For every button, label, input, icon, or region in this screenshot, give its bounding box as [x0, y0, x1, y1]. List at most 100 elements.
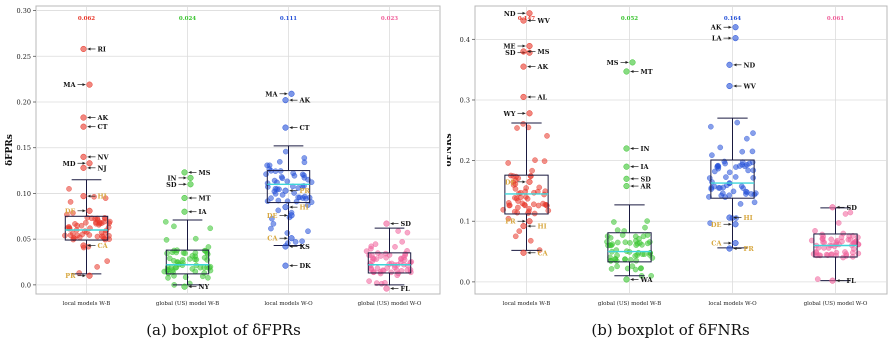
annotation-arrowhead	[87, 125, 91, 129]
data-point	[743, 188, 749, 195]
state-label: DE	[505, 178, 516, 186]
data-point	[206, 264, 213, 271]
annotation-arrowhead	[188, 210, 192, 214]
data-point	[544, 133, 550, 139]
annotation-arrowhead	[284, 236, 288, 240]
outlier-point	[726, 245, 733, 252]
data-point	[76, 234, 83, 241]
state-label: DK	[300, 262, 312, 270]
annotation-arrowhead	[390, 287, 394, 291]
annotation-arrowhead	[630, 165, 634, 169]
outlier-point	[526, 218, 533, 225]
annotation-arrowhead	[522, 180, 526, 184]
state-label: CA	[711, 240, 722, 248]
data-point	[750, 167, 757, 174]
y-tick-label: 0.0	[460, 278, 470, 286]
annotation-arrowhead	[284, 92, 288, 96]
data-point	[370, 269, 377, 276]
data-point	[614, 263, 620, 270]
iqr-box	[266, 170, 311, 204]
data-point	[529, 167, 535, 174]
data-point	[275, 197, 282, 204]
top-value-label: 0.023	[381, 16, 398, 22]
data-point	[745, 167, 751, 174]
outlier-point	[732, 24, 739, 31]
data-point	[828, 251, 835, 258]
data-point	[812, 228, 818, 234]
data-point	[736, 163, 743, 169]
iqr-box	[710, 159, 755, 199]
data-point	[840, 254, 846, 261]
data-point	[835, 220, 842, 226]
state-label: CA	[267, 235, 278, 243]
data-point	[386, 261, 393, 267]
state-label: DE	[65, 207, 76, 215]
data-point	[192, 256, 198, 263]
data-point	[648, 273, 654, 279]
annotation-arrowhead	[188, 196, 192, 200]
data-point	[70, 210, 76, 216]
data-point	[66, 186, 72, 192]
outlier-point	[732, 240, 739, 247]
state-label: WV	[743, 83, 757, 91]
state-label: MT	[641, 68, 653, 76]
state-label: SD	[641, 175, 652, 183]
data-point	[717, 144, 724, 151]
annotation-arrowhead	[82, 161, 86, 165]
data-point	[192, 268, 199, 275]
data-point	[284, 198, 291, 205]
state-label: MS	[199, 169, 211, 177]
data-point	[382, 250, 389, 257]
annotation-arrowhead	[630, 69, 634, 73]
state-label: PR	[300, 187, 311, 195]
state-label: NY	[199, 283, 210, 291]
data-point	[608, 266, 615, 272]
data-point	[201, 254, 208, 261]
data-point	[107, 218, 113, 225]
state-label: PR	[505, 218, 516, 226]
data-point	[744, 162, 750, 168]
annotation-arrowhead	[630, 146, 634, 150]
annotation-arrowhead	[733, 63, 737, 67]
data-point	[67, 199, 74, 205]
data-point	[399, 239, 405, 245]
annotation-arrowhead	[728, 241, 732, 245]
data-point	[611, 219, 617, 225]
outlier-point	[732, 221, 739, 228]
data-point	[523, 185, 529, 191]
annotation-arrowhead	[289, 205, 293, 209]
data-point	[505, 215, 512, 222]
data-point	[525, 124, 532, 131]
y-tick-label: 0.10	[17, 190, 31, 198]
outlier-point	[282, 187, 289, 194]
annotation-arrowhead	[82, 274, 86, 278]
outlier-point	[526, 42, 533, 50]
state-label: RI	[98, 45, 106, 53]
data-point	[847, 237, 854, 243]
state-label: IN	[168, 174, 177, 182]
outlier-point	[80, 45, 87, 53]
annotation-arrowhead	[87, 166, 91, 170]
annotation-arrowhead	[527, 65, 531, 69]
data-point	[706, 194, 712, 200]
state-label: WV	[537, 17, 551, 25]
iqr-box	[607, 232, 652, 263]
data-point	[634, 252, 640, 258]
outlier-point	[288, 212, 295, 219]
outlier-point	[282, 124, 289, 131]
top-value-label: 0.164	[724, 16, 741, 22]
top-value-label: 0.024	[179, 16, 196, 22]
outlier-point	[623, 145, 630, 152]
data-point	[722, 160, 728, 167]
data-point	[714, 163, 721, 169]
outlier-point	[86, 81, 93, 88]
outlier-point	[80, 153, 87, 160]
x-tick-label: local models W-O	[264, 301, 313, 307]
x-tick-label: global (US) model W-O	[358, 300, 422, 307]
outlier-point	[629, 59, 636, 66]
data-point	[369, 252, 375, 259]
fpr-boxplot-chart: 0.0 0.05 0.10 0.15 0.20 0.25 0.30 δFPRs local mo…	[5, 5, 441, 307]
outlier-point	[623, 183, 630, 190]
x-tick-label: global (US) model W-B	[598, 300, 661, 307]
annotation-arrowhead	[527, 224, 531, 228]
